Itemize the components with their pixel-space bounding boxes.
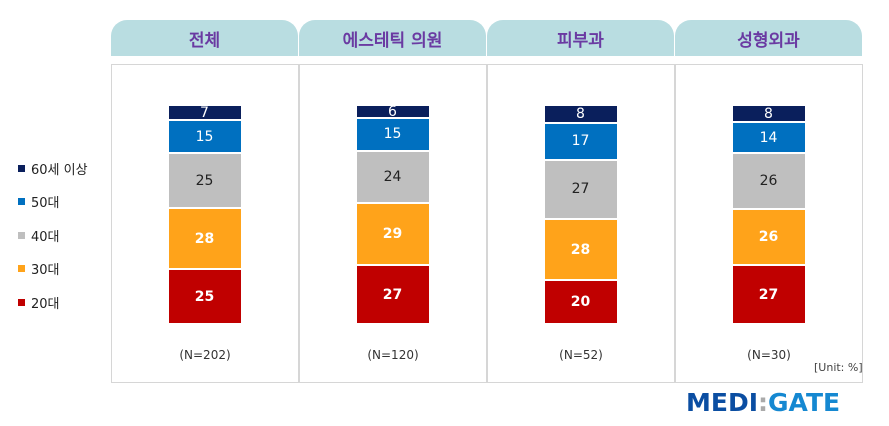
legend-swatch <box>18 198 25 205</box>
n-label: (N=30) <box>747 348 791 362</box>
bar-segment: 7 <box>168 104 241 121</box>
legend-item: 20대 <box>18 293 60 312</box>
panel-header: 에스테틱 의원 <box>299 20 486 56</box>
legend-label: 40대 <box>31 230 60 245</box>
panel-box <box>487 64 675 383</box>
n-label: (N=120) <box>367 348 419 362</box>
legend-label: 50대 <box>31 196 60 211</box>
legend-label: 60세 이상 <box>31 163 88 178</box>
bar-segment: 26 <box>732 208 805 265</box>
bar-segment: 6 <box>356 104 429 120</box>
bar-segment: 20 <box>544 279 617 323</box>
bar-segment: 27 <box>356 264 429 323</box>
n-label: (N=52) <box>559 348 603 362</box>
bar-segment: 27 <box>544 158 617 218</box>
legend-label: 20대 <box>31 297 60 312</box>
bar-segment: 15 <box>356 117 429 150</box>
bar-segment: 25 <box>168 268 241 323</box>
bar-segment: 17 <box>544 121 617 159</box>
panel-box <box>111 64 299 383</box>
bar-segment: 28 <box>168 206 241 269</box>
legend-swatch <box>18 232 25 239</box>
legend-swatch <box>18 265 25 272</box>
bar-segment: 28 <box>544 217 617 280</box>
bar-segment: 14 <box>732 121 805 152</box>
bar-segment: 15 <box>168 119 241 153</box>
panel-header: 성형외과 <box>675 20 862 56</box>
panel-box <box>675 64 863 383</box>
panel-box <box>299 64 487 383</box>
bar-segment: 8 <box>544 104 617 122</box>
legend-item: 40대 <box>18 226 60 245</box>
bar-segment: 26 <box>732 151 805 209</box>
unit-label: [Unit: %] <box>814 361 863 374</box>
bar-segment: 29 <box>356 201 429 265</box>
panel-header: 피부과 <box>487 20 674 56</box>
panel-header: 전체 <box>111 20 298 56</box>
n-label: (N=202) <box>179 348 231 362</box>
medigate-logo: MEDI:GATE <box>686 388 841 417</box>
legend-swatch <box>18 165 25 172</box>
bar-segment: 8 <box>732 104 805 122</box>
bar-segment: 27 <box>732 264 805 323</box>
legend-item: 50대 <box>18 192 60 211</box>
bar-segment: 25 <box>168 152 241 207</box>
legend-label: 30대 <box>31 263 60 278</box>
legend-item: 60세 이상 <box>18 159 88 178</box>
bar-segment: 24 <box>356 149 429 202</box>
legend-item: 30대 <box>18 259 60 278</box>
legend-swatch <box>18 299 25 306</box>
